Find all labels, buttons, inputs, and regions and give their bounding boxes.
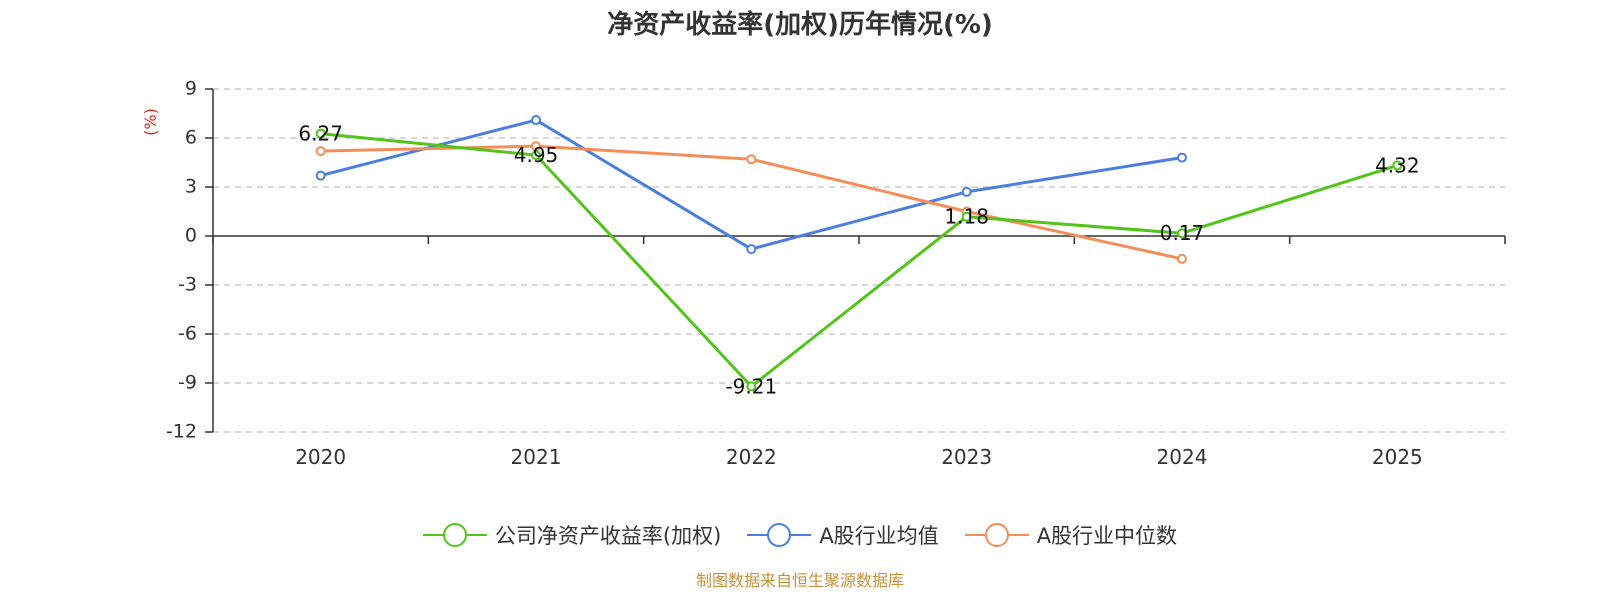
y-tick-label: 3: [185, 176, 197, 198]
x-tick-label: 2020: [295, 445, 346, 469]
data-point: [961, 186, 972, 197]
data-point: [1392, 160, 1403, 171]
data-label: 6.27: [298, 122, 343, 146]
y-tick-label: 6: [185, 127, 197, 149]
data-point: [531, 150, 541, 161]
data-label: 0.17: [1160, 221, 1205, 245]
data-point: [746, 244, 757, 255]
legend-marker-industry-mean: [747, 523, 812, 547]
y-tick-label: 9: [185, 78, 197, 100]
data-point: [315, 128, 326, 139]
legend-item-industry-median[interactable]: A股行业中位数: [964, 520, 1178, 550]
x-tick-labels: 2020 2021 2022 2023 2024 2025: [295, 445, 1423, 469]
y-tick-label: -12: [166, 421, 197, 443]
data-label: 4.95: [514, 143, 559, 167]
x-tick-label: 2021: [511, 445, 562, 469]
legend-item-company[interactable]: 公司净资产收益率(加权): [422, 520, 722, 550]
legend-marker-company: [422, 523, 487, 547]
data-point: [1177, 253, 1187, 264]
x-tick-label: 2025: [1372, 445, 1423, 469]
chart-title: 净资产收益率(加权)历年情况(%): [607, 10, 993, 40]
series-line: [320, 132, 1398, 388]
y-tick-label: -6: [178, 323, 197, 345]
data-label: 1.18: [944, 205, 989, 229]
x-tick-label: 2024: [1157, 445, 1208, 469]
y-tick-label: -9: [178, 372, 197, 394]
data-label: 4.32: [1375, 153, 1420, 177]
data-source-note: 制图数据来自恒生聚源数据库: [695, 571, 904, 590]
legend-label-company: 公司净资产收益率(加权): [494, 524, 722, 548]
data-point: [315, 146, 326, 157]
y-tick-label: -3: [178, 274, 197, 296]
x-tick-label: 2023: [941, 445, 992, 469]
y-tick-labels: 9 6 3 0 -3 -6 -9 -12: [166, 78, 197, 443]
y-tick-label: 0: [185, 225, 197, 247]
legend-marker-industry-median: [964, 523, 1029, 547]
data-point: [746, 154, 757, 165]
y-axis-label: (%): [141, 108, 160, 136]
grid-lines: [213, 88, 1505, 433]
data-point: [746, 381, 757, 392]
data-point: [1177, 228, 1187, 239]
data-point: [961, 211, 972, 222]
data-label: -9.21: [725, 374, 777, 398]
data-point: [531, 115, 541, 126]
data-point: [1177, 152, 1187, 163]
legend: 公司净资产收益率(加权) A股行业均值 A股行业中位数: [0, 520, 1600, 550]
data-point: [315, 170, 326, 181]
x-tick-label: 2022: [726, 445, 777, 469]
legend-label-industry-median: A股行业中位数: [1036, 524, 1178, 548]
legend-label-industry-mean: A股行业均值: [819, 524, 939, 548]
legend-item-industry-mean[interactable]: A股行业均值: [747, 520, 939, 550]
series-layer: [315, 115, 1403, 392]
data-labels: 6.27 4.95 -9.21 1.18 0.17 4.32: [298, 122, 1419, 399]
axes: [205, 88, 1506, 433]
